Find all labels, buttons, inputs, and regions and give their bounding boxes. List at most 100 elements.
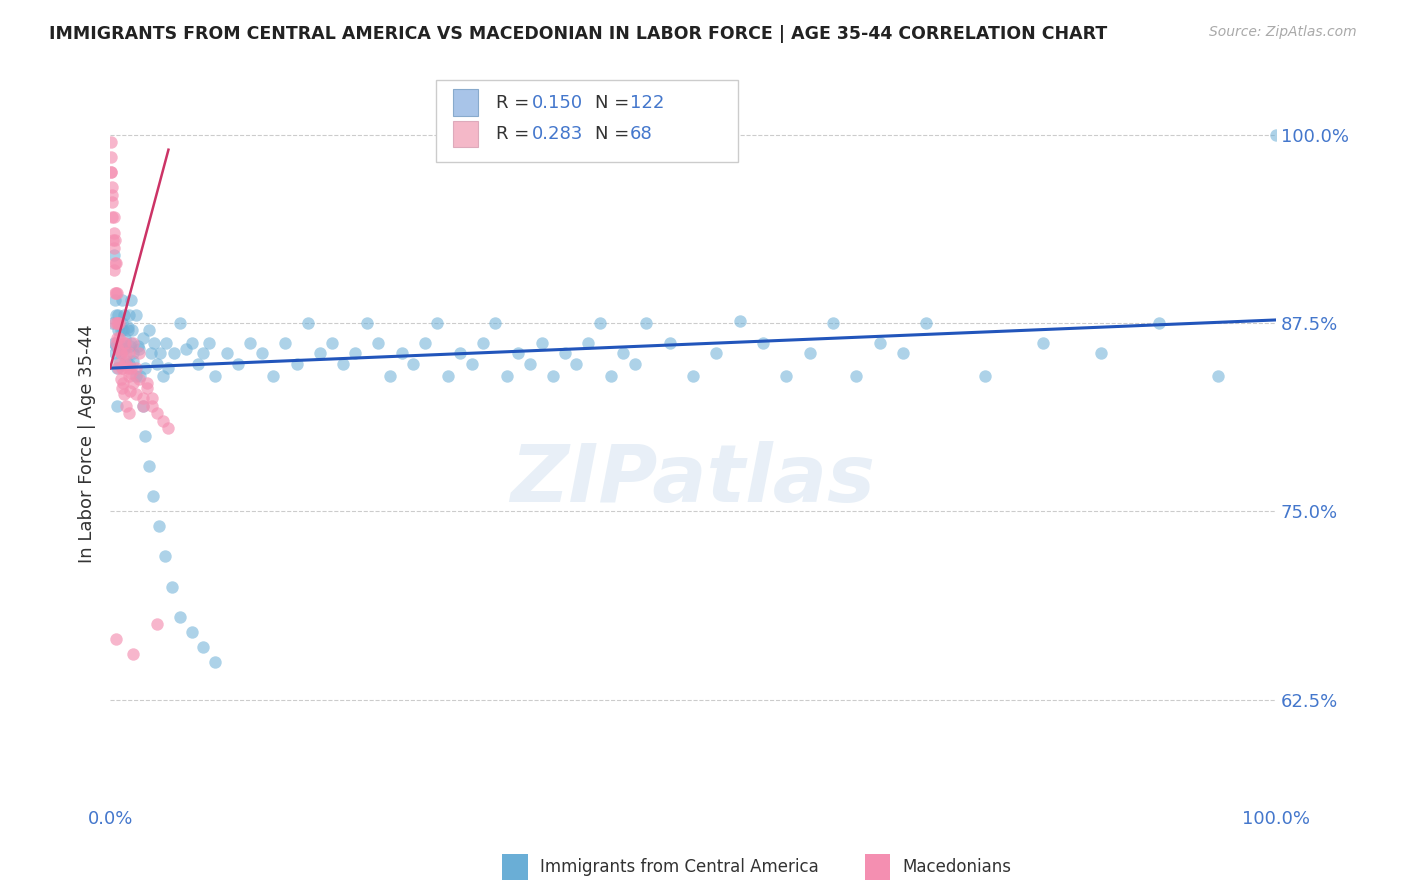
Point	[728, 314, 751, 328]
Point	[149, 346, 172, 360]
Point	[103, 241, 125, 255]
Point	[169, 316, 191, 330]
Point	[297, 316, 319, 330]
Point	[845, 368, 868, 383]
Point	[138, 324, 160, 338]
Point	[105, 399, 128, 413]
Point	[437, 368, 460, 383]
Point	[869, 335, 891, 350]
Point	[132, 331, 155, 345]
Point	[108, 338, 131, 352]
Point	[391, 346, 413, 360]
Text: 0.283: 0.283	[531, 125, 583, 143]
Point	[101, 195, 124, 210]
Point	[460, 357, 482, 371]
Point	[125, 368, 148, 383]
Point	[125, 309, 148, 323]
Point	[152, 368, 174, 383]
Point	[107, 361, 129, 376]
Point	[519, 357, 541, 371]
Point	[120, 335, 142, 350]
Point	[120, 361, 142, 376]
Point	[775, 368, 797, 383]
Text: Immigrants from Central America: Immigrants from Central America	[540, 858, 818, 876]
Point	[132, 399, 155, 413]
Point	[1032, 335, 1054, 350]
Point	[157, 361, 180, 376]
Point	[215, 346, 238, 360]
Point	[122, 353, 145, 368]
Point	[228, 357, 250, 371]
Point	[105, 316, 128, 330]
Point	[117, 320, 139, 334]
Point	[821, 316, 844, 330]
Point	[118, 346, 141, 360]
Point	[128, 346, 150, 360]
Point	[141, 399, 163, 413]
Point	[104, 285, 127, 300]
Point	[134, 429, 156, 443]
Point	[129, 368, 152, 383]
Point	[612, 346, 634, 360]
Point	[122, 376, 145, 391]
Point	[101, 187, 124, 202]
Point	[157, 421, 180, 435]
Point	[180, 335, 202, 350]
Point	[1149, 316, 1171, 330]
Point	[104, 256, 127, 270]
Point	[104, 338, 127, 352]
Point	[148, 519, 170, 533]
Point	[112, 342, 135, 356]
Point	[378, 368, 401, 383]
Point	[100, 135, 122, 149]
Point	[146, 406, 169, 420]
Text: Macedonians: Macedonians	[903, 858, 1012, 876]
Point	[108, 353, 131, 368]
Point	[105, 331, 128, 345]
Text: 68: 68	[630, 125, 652, 143]
Point	[180, 624, 202, 639]
Point	[118, 309, 141, 323]
Point	[103, 226, 125, 240]
Point	[132, 392, 155, 406]
Point	[110, 346, 132, 360]
Point	[125, 361, 148, 376]
Point	[146, 617, 169, 632]
Point	[101, 233, 124, 247]
Point	[120, 366, 142, 380]
Point	[118, 406, 141, 420]
Point	[108, 316, 131, 330]
Point	[495, 368, 517, 383]
Point	[120, 293, 142, 308]
Point	[1090, 346, 1112, 360]
Text: IMMIGRANTS FROM CENTRAL AMERICA VS MACEDONIAN IN LABOR FORCE | AGE 35-44 CORRELA: IMMIGRANTS FROM CENTRAL AMERICA VS MACED…	[49, 25, 1108, 43]
Point	[122, 346, 145, 360]
Point	[103, 248, 125, 262]
Text: ZIPatlas: ZIPatlas	[510, 441, 876, 518]
Point	[112, 386, 135, 401]
Point	[111, 376, 134, 391]
Point	[132, 399, 155, 413]
Point	[100, 165, 122, 179]
Point	[103, 211, 125, 225]
Point	[110, 346, 132, 360]
Point	[104, 256, 127, 270]
Point	[153, 549, 176, 564]
Text: 0.150: 0.150	[531, 94, 582, 112]
Point	[449, 346, 471, 360]
Point	[105, 361, 128, 376]
Point	[554, 346, 576, 360]
Point	[589, 316, 612, 330]
Point	[332, 357, 354, 371]
Point	[915, 316, 938, 330]
Point	[111, 361, 134, 376]
Point	[115, 353, 138, 368]
Point	[104, 316, 127, 330]
Point	[114, 335, 136, 350]
Point	[134, 361, 156, 376]
Point	[426, 316, 449, 330]
Point	[138, 459, 160, 474]
Point	[198, 335, 221, 350]
Point	[600, 368, 623, 383]
Point	[274, 335, 297, 350]
